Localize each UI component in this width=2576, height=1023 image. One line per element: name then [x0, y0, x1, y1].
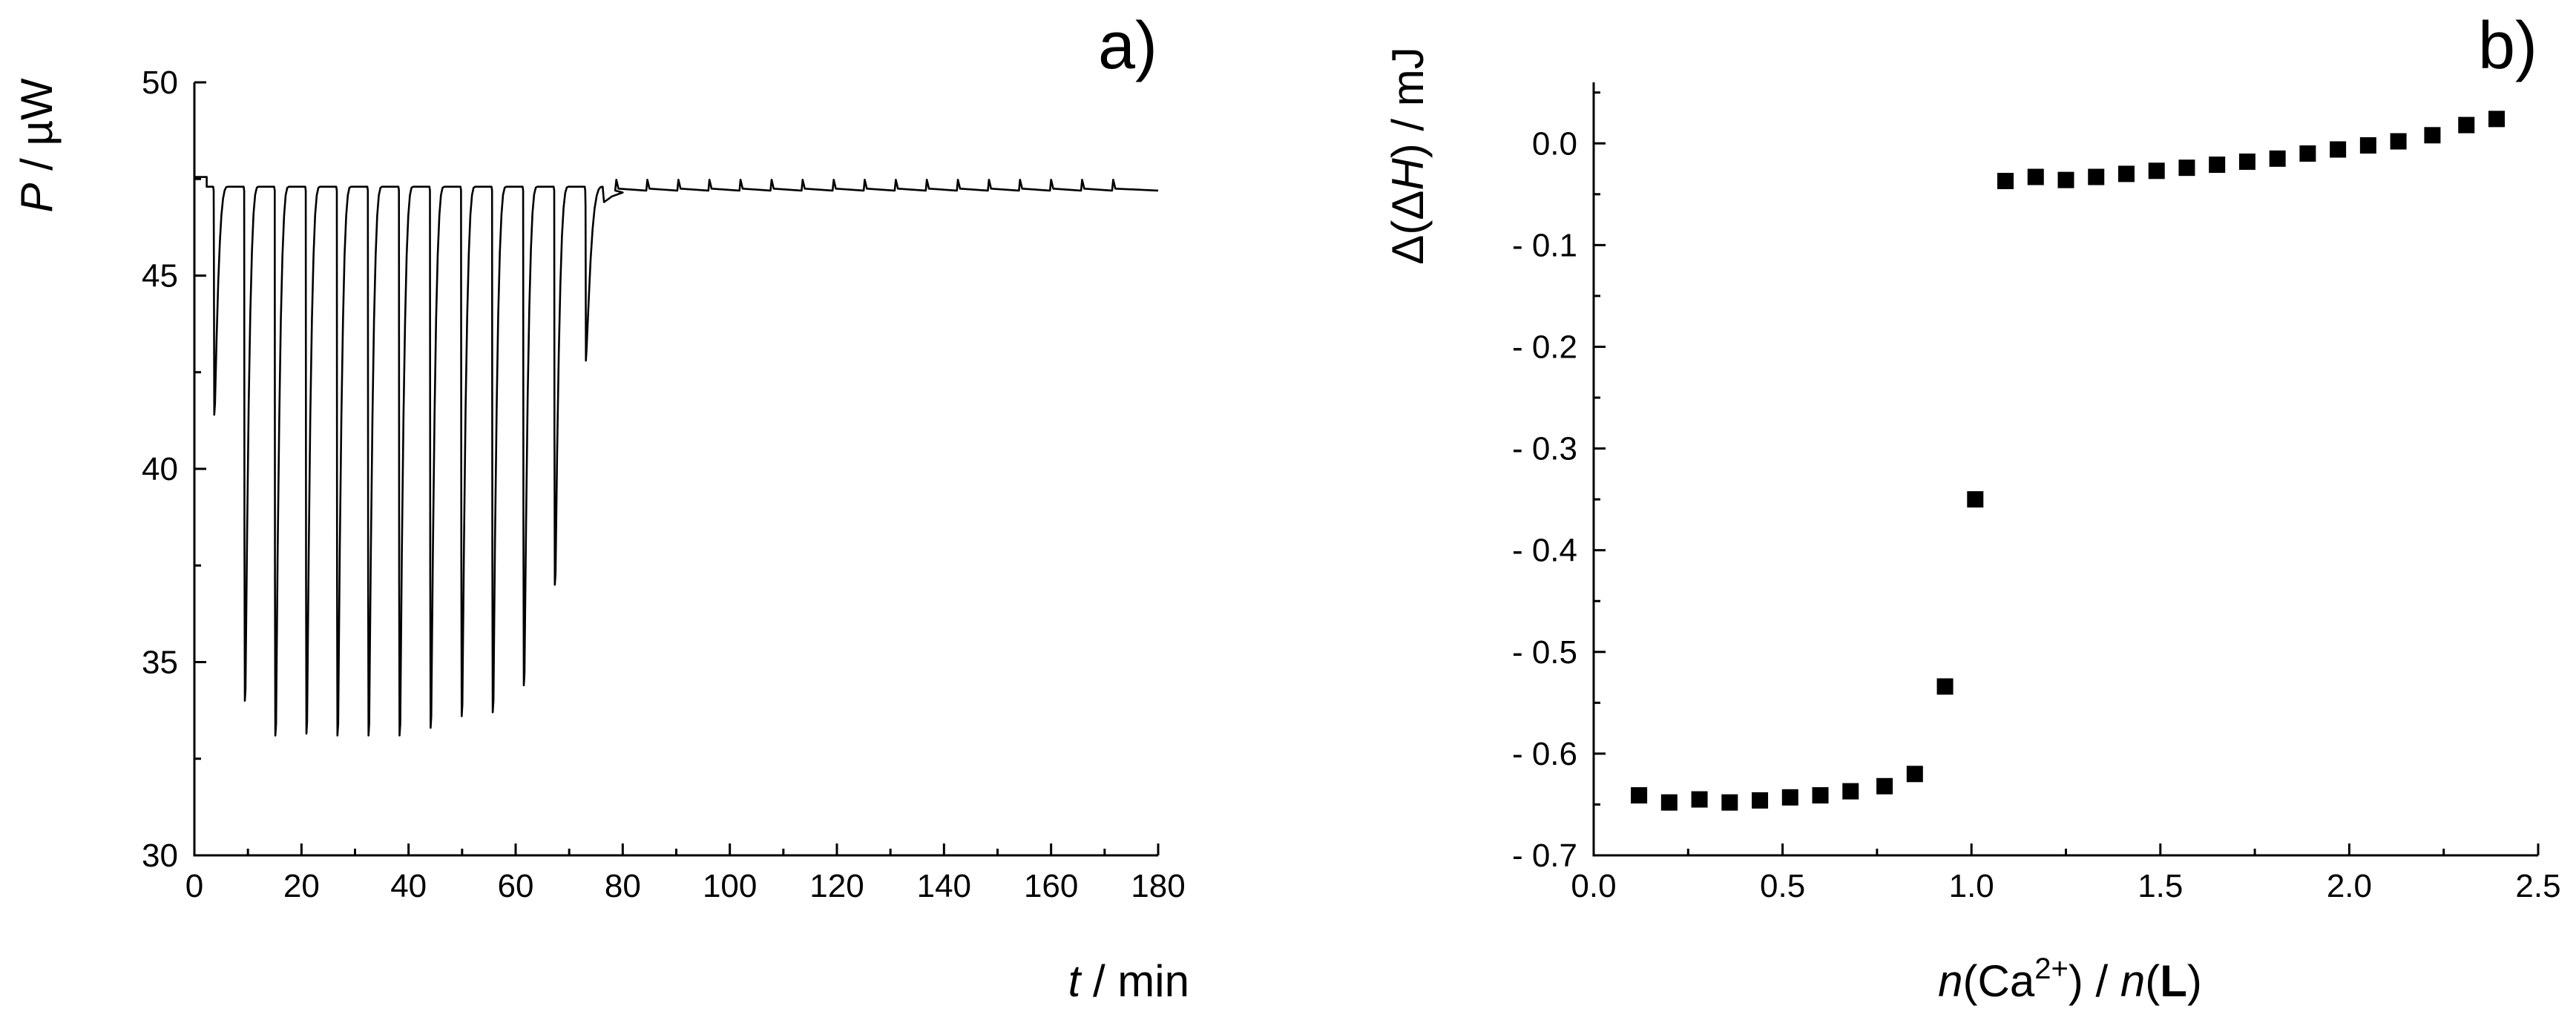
panel-a-x-tick-label: 100	[703, 868, 757, 904]
panel-b-data-point	[1781, 789, 1798, 806]
panel-a-ticks	[193, 81, 1160, 857]
panel-a-x-tick-label: 80	[605, 868, 641, 904]
panel-b-data-point	[2299, 145, 2316, 162]
panel-a-y-tick-label: 50	[142, 65, 178, 101]
panel-b-x-tick-label: 2.0	[2327, 868, 2372, 904]
panel-b-data-points	[1631, 111, 2505, 811]
panel-a-x-tick-label: 60	[498, 868, 534, 904]
panel-b-data-point	[2027, 168, 2044, 185]
panel-b-data-point	[2488, 111, 2505, 128]
panel-b-data-point	[2209, 157, 2226, 174]
panel-b-data-point	[2117, 165, 2135, 182]
panel-a-label: a)	[1098, 9, 1157, 83]
panel-b-data-point	[1631, 787, 1648, 804]
panel-b-data-point	[2057, 171, 2074, 188]
panel-b-data-point	[1812, 787, 1829, 804]
panel-b-data-point	[2178, 159, 2195, 177]
panel-b-data-point	[1752, 792, 1769, 809]
panel-a-x-tick-label: 20	[283, 868, 320, 904]
panel-b-data-point	[2148, 162, 2165, 180]
panel-b-axes	[1592, 82, 2538, 857]
panel-b-data-point	[2390, 133, 2407, 150]
panel-b-data-point	[1721, 794, 1738, 811]
panel-b-data-point	[2458, 116, 2475, 134]
panel-a: 0 20 40 60 80 100 120 140 160 180 30 35 40 45 50 a) t …	[12, 9, 1189, 1006]
panel-b-ticks	[1592, 91, 2540, 857]
panel-b-y-tick-label: - 0.5	[1512, 634, 1577, 671]
panel-b-data-point	[1936, 678, 1954, 695]
panel-b-y-tick-label: - 0.2	[1512, 329, 1577, 365]
panel-b-y-axis-title: Δ(ΔH) / mJ	[1383, 47, 1433, 264]
panel-a-y-axis-title: P / µW	[12, 78, 62, 213]
panel-b-data-point	[1906, 766, 1923, 783]
panel-b-data-point	[1876, 777, 1893, 795]
panel-b-x-axis-title: n(Ca2+) / n(L)	[1938, 953, 2202, 1006]
panel-a-power-trace	[194, 176, 1159, 737]
panel-b-data-point	[2330, 141, 2347, 158]
panel-a-x-tick-label: 0	[185, 868, 203, 904]
panel-a-axes	[193, 82, 1158, 857]
panel-b-data-point	[2269, 150, 2286, 167]
panel-b-data-point	[1967, 491, 1984, 508]
panel-b-x-tick-label: 1.0	[1949, 868, 1994, 904]
panel-a-y-tick-label: 45	[142, 258, 178, 295]
panel-b-data-point	[2424, 127, 2441, 144]
panel-a-y-tick-label: 40	[142, 451, 178, 487]
panel-b-data-point	[1691, 791, 1708, 808]
panel-a-y-tick-label: 30	[142, 838, 178, 874]
panel-b-tick-labels: 0.0 0.5 1.0 1.5 2.0 2.5 0.0 - 0.1 - 0.2 - 0.3 - 0.…	[1512, 125, 2561, 904]
panel-b-y-tick-label: - 0.3	[1512, 431, 1577, 467]
panel-b-data-point	[2238, 153, 2255, 170]
panel-b-y-tick-label: - 0.1	[1512, 227, 1577, 263]
panel-b-data-point	[1842, 783, 1859, 800]
panel-a-x-axis-title: t / min	[1068, 956, 1189, 1006]
panel-a-x-tick-label: 180	[1131, 868, 1185, 904]
panel-b-x-tick-label: 1.5	[2138, 868, 2183, 904]
panel-b-x-tick-label: 0.0	[1571, 868, 1616, 904]
panel-b-data-point	[1660, 794, 1678, 811]
panel-b: 0.0 0.5 1.0 1.5 2.0 2.5 0.0 - 0.1 - 0.2 - 0.3 - 0.…	[1383, 9, 2561, 1006]
panel-a-y-tick-label: 35	[142, 645, 178, 681]
panel-b-y-tick-label: - 0.7	[1512, 838, 1577, 874]
panel-b-data-point	[2359, 137, 2376, 154]
panel-b-data-point	[1997, 172, 2014, 189]
panel-b-x-tick-label: 2.5	[2515, 868, 2560, 904]
panel-b-data-point	[2088, 168, 2105, 185]
panel-a-x-tick-label: 120	[809, 868, 864, 904]
panel-a-x-tick-label: 160	[1024, 868, 1078, 904]
panel-a-x-tick-label: 140	[917, 868, 971, 904]
panel-b-y-tick-label: - 0.4	[1512, 533, 1577, 569]
panel-b-label: b)	[2478, 9, 2537, 83]
panel-a-tick-labels: 0 20 40 60 80 100 120 140 160 180 30 35 40 45 50	[142, 65, 1186, 904]
panel-b-x-tick-label: 0.5	[1760, 868, 1805, 904]
panel-b-y-tick-label: 0.0	[1532, 125, 1577, 162]
panel-b-y-tick-label: - 0.6	[1512, 736, 1577, 772]
panel-a-x-tick-label: 40	[390, 868, 427, 904]
